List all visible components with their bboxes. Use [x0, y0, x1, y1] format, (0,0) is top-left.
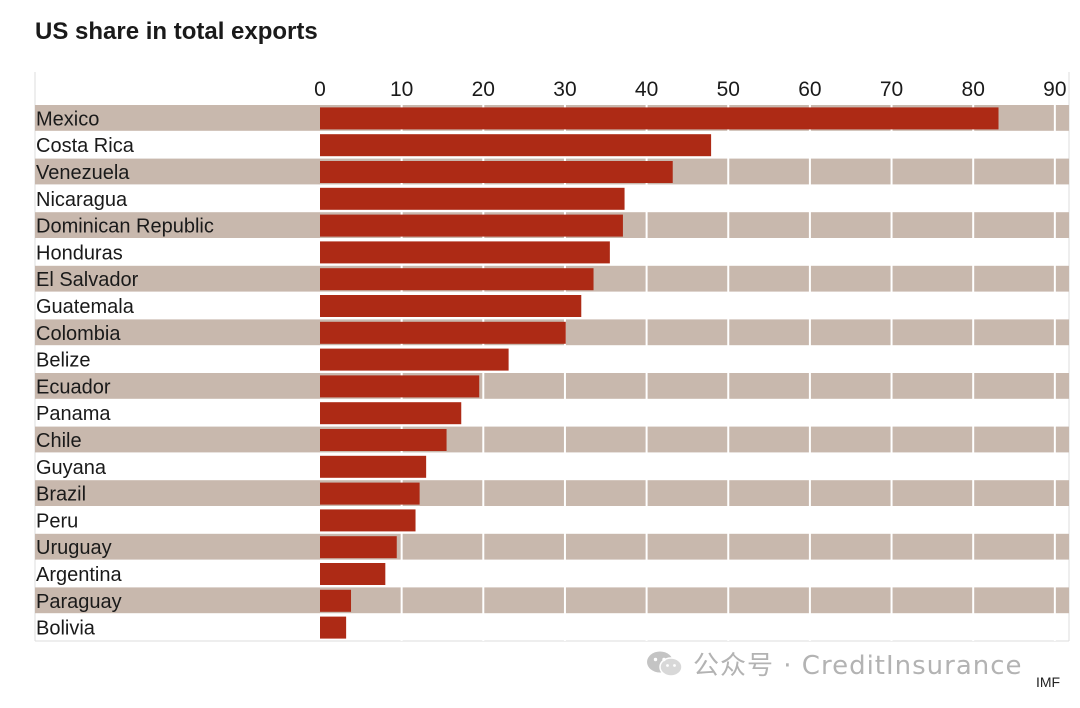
watermark: 公众号 · CreditInsurance	[645, 645, 1023, 682]
tick-label: 80	[962, 78, 985, 101]
category-label: Nicaragua	[36, 189, 128, 211]
bar	[320, 187, 625, 210]
row-band	[35, 587, 1069, 614]
tick-label: 30	[553, 78, 576, 101]
category-label: Ecuador	[36, 376, 111, 398]
bar	[320, 107, 999, 130]
row-band	[35, 373, 1069, 399]
category-label: Mexico	[36, 108, 99, 130]
category-label: Chile	[36, 430, 82, 452]
row-band	[35, 480, 1069, 506]
category-label: Costa Rica	[36, 135, 135, 157]
bar	[320, 509, 416, 532]
bar	[320, 536, 397, 559]
tick-label: 10	[390, 78, 413, 101]
watermark-text: 公众号 · CreditInsurance	[693, 651, 1023, 681]
row-band	[35, 533, 1069, 560]
bar	[320, 375, 480, 398]
tick-label: 60	[798, 78, 821, 101]
bar	[320, 402, 462, 425]
tick-label: 40	[635, 78, 658, 101]
wechat-icon	[647, 651, 683, 677]
category-label: Guyana	[36, 457, 107, 479]
bar	[320, 295, 582, 317]
category-label: Colombia	[36, 323, 121, 345]
bar	[320, 161, 673, 183]
bar	[320, 482, 420, 505]
source-label: IMF	[1036, 674, 1061, 690]
category-label: Belize	[36, 350, 90, 372]
category-label: El Salvador	[36, 269, 139, 291]
category-label: Guatemala	[36, 296, 135, 318]
bar	[320, 429, 447, 451]
category-label: Uruguay	[36, 537, 112, 559]
category-label: Panama	[36, 403, 111, 425]
bar	[320, 134, 712, 157]
bar	[320, 241, 610, 264]
category-label: Paraguay	[36, 591, 122, 613]
bar	[320, 321, 566, 344]
tick-label: 0	[314, 78, 326, 101]
tick-label: 50	[717, 78, 740, 101]
category-label: Venezuela	[36, 162, 130, 184]
bar	[320, 268, 594, 291]
bar	[320, 563, 386, 585]
category-label: Peru	[36, 510, 78, 532]
bar	[320, 455, 427, 478]
category-label: Dominican Republic	[36, 216, 214, 238]
bar	[320, 616, 347, 639]
bar	[320, 348, 509, 371]
chart-title: US share in total exports	[35, 18, 318, 45]
category-label: Brazil	[36, 484, 86, 506]
bar	[320, 214, 623, 237]
tick-label: 70	[880, 78, 903, 101]
row-band	[35, 426, 1069, 453]
category-label: Honduras	[36, 242, 123, 264]
category-label: Argentina	[36, 564, 122, 586]
tick-label: 90	[1043, 78, 1066, 101]
category-label: Bolivia	[36, 618, 96, 640]
tick-label: 20	[472, 78, 495, 101]
bar	[320, 589, 352, 612]
